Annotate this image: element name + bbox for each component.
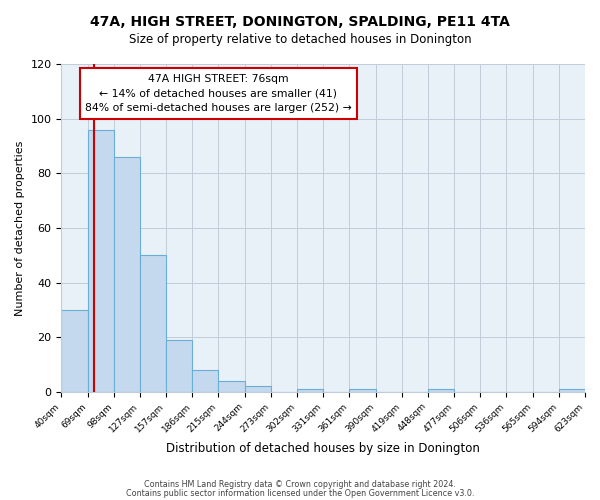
Bar xyxy=(61,310,88,392)
Bar xyxy=(297,389,323,392)
Bar xyxy=(245,386,271,392)
Bar xyxy=(559,389,585,392)
Bar xyxy=(114,157,140,392)
Bar xyxy=(88,130,114,392)
Bar xyxy=(166,340,193,392)
Bar xyxy=(428,389,454,392)
Bar xyxy=(140,256,166,392)
Text: 47A HIGH STREET: 76sqm
← 14% of detached houses are smaller (41)
84% of semi-det: 47A HIGH STREET: 76sqm ← 14% of detached… xyxy=(85,74,352,114)
Text: Contains public sector information licensed under the Open Government Licence v3: Contains public sector information licen… xyxy=(126,488,474,498)
Text: 47A, HIGH STREET, DONINGTON, SPALDING, PE11 4TA: 47A, HIGH STREET, DONINGTON, SPALDING, P… xyxy=(90,15,510,29)
Text: Contains HM Land Registry data © Crown copyright and database right 2024.: Contains HM Land Registry data © Crown c… xyxy=(144,480,456,489)
Y-axis label: Number of detached properties: Number of detached properties xyxy=(15,140,25,316)
Bar xyxy=(193,370,218,392)
Bar xyxy=(218,381,245,392)
Bar xyxy=(349,389,376,392)
X-axis label: Distribution of detached houses by size in Donington: Distribution of detached houses by size … xyxy=(166,442,480,455)
Text: Size of property relative to detached houses in Donington: Size of property relative to detached ho… xyxy=(128,32,472,46)
